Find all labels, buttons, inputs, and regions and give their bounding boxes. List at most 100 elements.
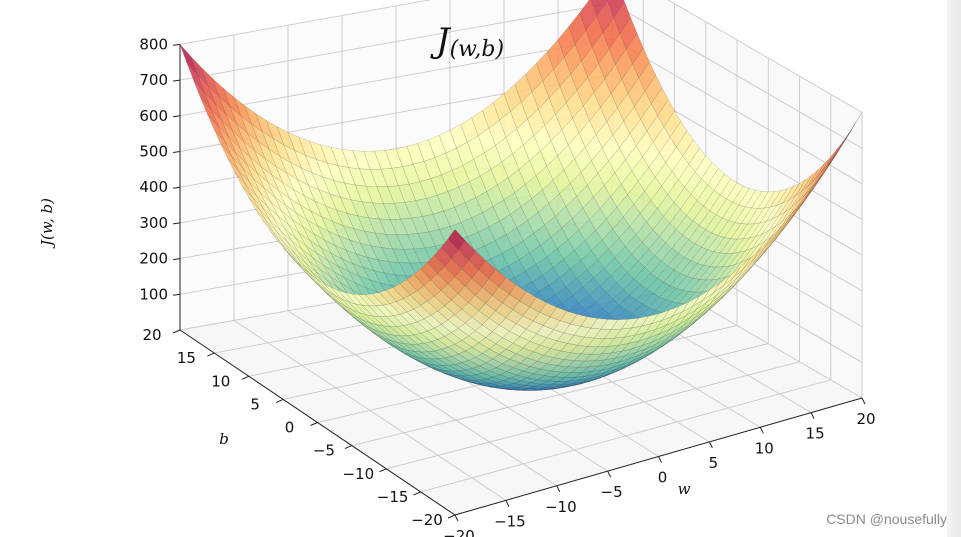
surface-patch [409,343,429,353]
surface-patch [262,219,281,242]
surface-patch [696,292,714,310]
surface-patch [335,209,355,230]
surface-patch [407,233,426,250]
surface-patch [354,303,374,317]
surface-patch [400,218,419,235]
surface-patch [638,328,657,342]
surface-patch [595,367,613,375]
x-tick-label: 10 [755,439,774,457]
surface-patch [326,162,345,184]
surface-patch [648,324,667,339]
surface-patch [280,230,299,252]
surface-patch [728,204,746,223]
surface-patch [684,171,702,195]
surface-patch [777,212,795,236]
surface-patch [519,377,539,383]
surface-patch [255,112,274,140]
surface-patch [709,252,728,268]
surface-patch [813,156,832,181]
surface-patch [492,374,511,381]
z-tick-label: 700 [139,71,168,89]
surface-patch [526,320,544,335]
surface-patch [809,165,828,190]
surface-patch [763,227,781,249]
surface-patch [826,141,844,167]
surface-patch [683,310,701,326]
surface-patch [807,163,825,187]
surface-patch [553,350,572,360]
surface-patch [252,197,271,221]
surface-patch [352,316,371,331]
surface-patch [314,200,333,222]
surface-patch [654,315,673,330]
z-tick-mark [172,222,181,225]
surface-patch [391,166,410,186]
surface-patch [249,182,268,207]
surface-patch [326,259,346,279]
surface-patch [358,294,377,307]
surface-patch [616,272,635,290]
x-tick-label: 15 [806,425,825,443]
surface-patch [331,287,349,303]
scroll-edge [947,0,961,537]
surface-patch [555,286,573,304]
surface-patch [395,146,414,167]
surface-patch [539,302,558,318]
surface-patch [620,317,639,330]
surface-patch [675,275,694,291]
surface-patch [387,185,406,204]
surface-patch [644,319,663,334]
surface-patch [663,269,681,286]
surface-patch [402,248,421,264]
surface-patch [661,305,680,321]
surface-patch [642,333,660,346]
x-tick-mark [454,514,459,522]
surface-patch [423,341,443,352]
surface-patch [732,237,751,254]
surface-patch [377,259,396,276]
x-tick-label: −20 [443,527,475,537]
surface-patch [302,226,322,248]
back-grid-line [179,0,432,45]
surface-patch [553,320,571,333]
surface-patch [723,267,741,286]
chart-title-sub: (w,b) [450,37,504,62]
surface-patch [642,293,660,308]
surface-plot [179,0,863,391]
x-tick-mark [505,500,510,507]
surface-patch [362,266,381,284]
x-tick-label: −5 [601,483,623,501]
surface-patch [481,317,500,332]
surface-patch [679,260,698,277]
y-tick-label: 20 [142,326,161,344]
surface-patch [428,229,447,247]
x-tick-mark [556,485,561,493]
floor-grid-line [351,343,769,447]
surface-patch [587,337,606,347]
x-tick-mark [658,456,662,463]
surface-patch [531,80,550,110]
surface-patch [457,240,476,261]
surface-patch [329,193,348,214]
surface-patch [560,366,579,373]
surface-patch [712,275,730,294]
surface-patch [366,256,385,274]
surface-patch [359,242,379,261]
surface-patch [774,207,792,228]
surface-patch [580,316,598,329]
surface-patch [573,353,592,362]
surface-patch [795,174,813,197]
surface-patch [803,173,821,197]
z-tick-label: 800 [139,35,168,53]
surface-patch [765,202,784,222]
y-tick-label: 10 [211,372,230,390]
surface-patch [617,334,636,346]
y-tick-label: −20 [411,511,443,529]
surface-patch [200,97,219,127]
surface-patch [624,344,644,357]
surface-patch [345,249,364,268]
surface-patch [738,263,756,282]
surface-patch [193,80,212,110]
surface-patch [423,157,442,180]
surface-patch [404,200,423,219]
